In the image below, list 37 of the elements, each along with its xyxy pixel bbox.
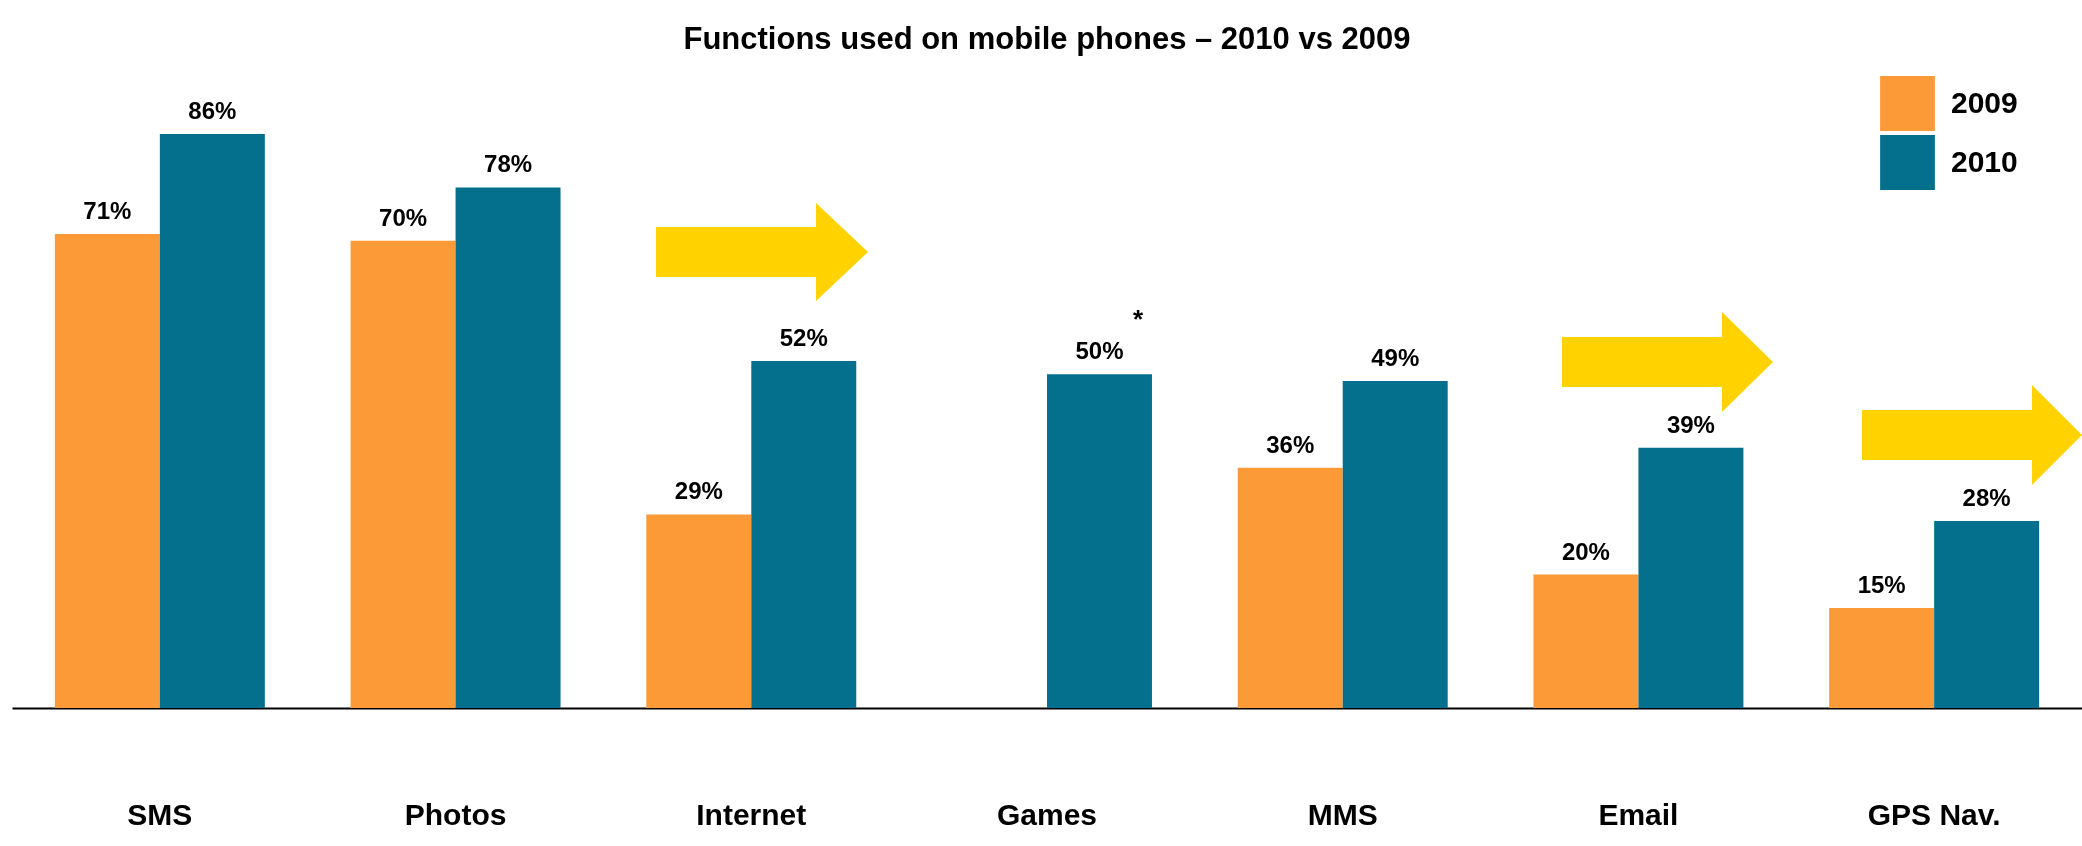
data-label: 78% <box>484 150 533 178</box>
x-tick-label: Internet <box>696 797 807 831</box>
data-label: 15% <box>1857 570 1906 598</box>
x-tick-label: GPS Nav. <box>1867 797 2001 831</box>
legend-label: 2009 <box>1951 85 2018 119</box>
bar <box>1829 607 1935 708</box>
chart-title: Functions used on mobile phones – 2010 vs 2009 <box>683 21 1411 56</box>
data-label: 28% <box>1962 484 2011 512</box>
bar <box>54 234 160 708</box>
data-label: 86% <box>188 97 237 124</box>
x-tick-label: Photos <box>404 797 507 831</box>
bar <box>1342 380 1448 708</box>
bar <box>1533 574 1639 708</box>
x-tick-label: SMS <box>127 797 193 831</box>
data-label: 36% <box>1266 430 1315 458</box>
bar <box>1237 467 1343 708</box>
bar <box>455 187 561 708</box>
annotation: * <box>1132 304 1144 334</box>
data-label: 39% <box>1666 410 1715 438</box>
data-label: 49% <box>1371 343 1420 371</box>
x-tick-label: Games <box>996 797 1098 831</box>
bar <box>1934 521 2040 708</box>
data-label: 20% <box>1561 537 1610 565</box>
data-label: 50% <box>1075 337 1124 365</box>
data-label: 70% <box>379 203 428 231</box>
bar <box>159 134 265 708</box>
legend-label: 2010 <box>1951 144 2018 178</box>
x-tick-label: MMS <box>1307 797 1378 831</box>
x-tick-label: Email <box>1598 797 1679 831</box>
bar <box>1638 447 1744 708</box>
bar <box>1047 374 1152 708</box>
data-label: 52% <box>779 323 828 351</box>
data-label: 29% <box>674 477 723 505</box>
bar <box>350 240 456 708</box>
data-label: 71% <box>83 197 132 225</box>
bar <box>646 514 752 708</box>
bar <box>751 360 857 708</box>
